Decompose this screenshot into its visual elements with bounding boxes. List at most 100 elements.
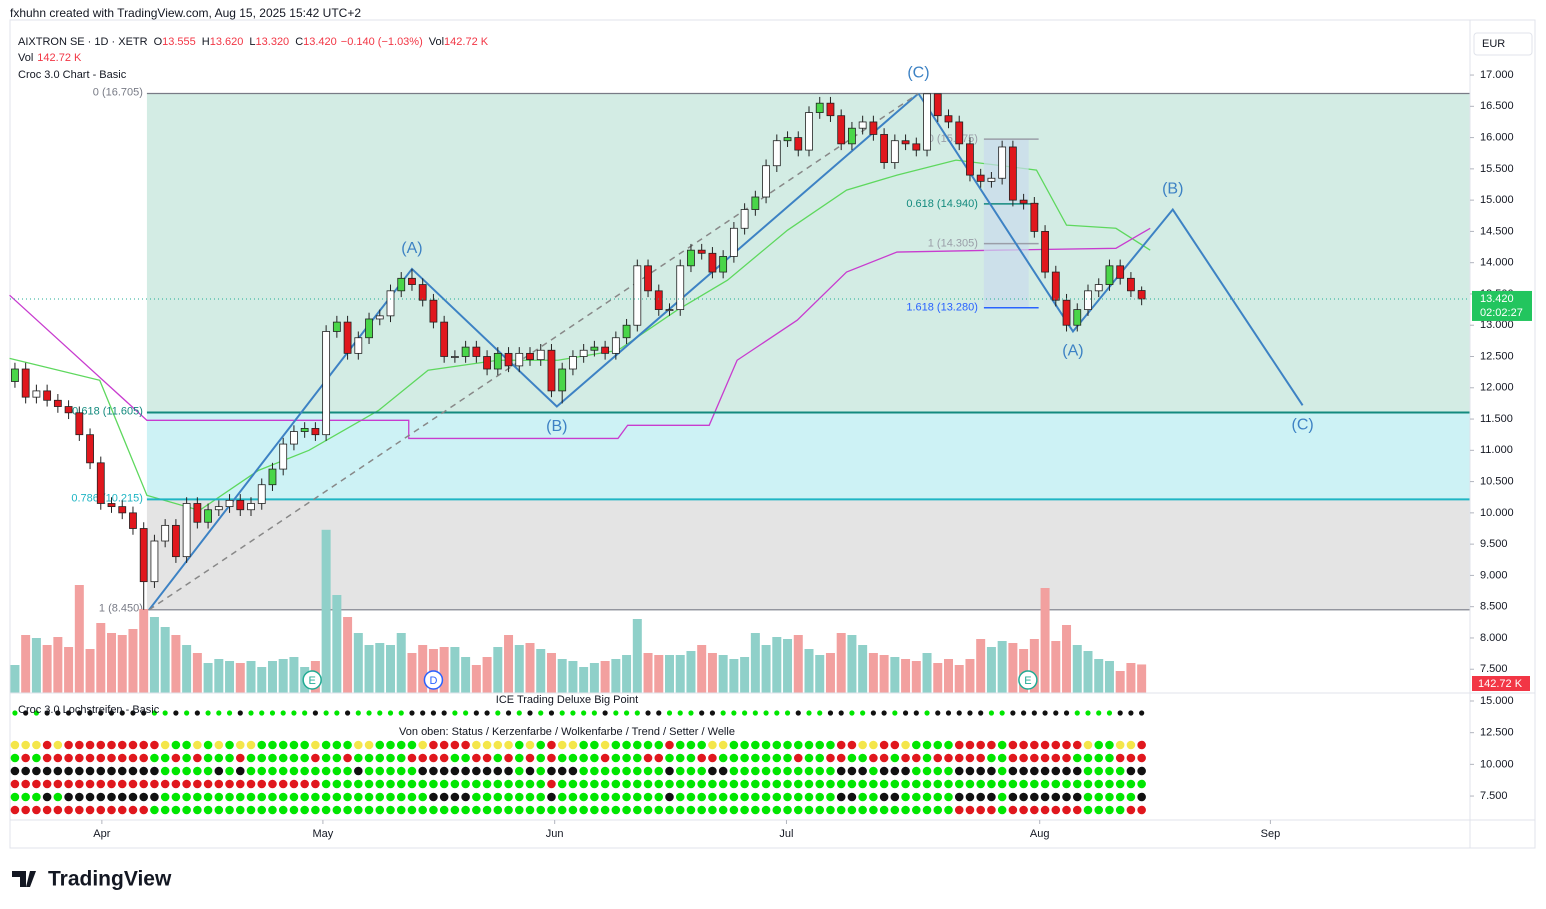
status-dot (665, 753, 674, 763)
status-dot (718, 792, 728, 802)
status-dot (901, 753, 910, 763)
status-dot (375, 740, 385, 750)
status-dot (461, 805, 470, 815)
status-dot (752, 710, 758, 716)
candle-body (418, 284, 427, 301)
status-dot (815, 779, 825, 789)
y-tick-label: 7.500 (1480, 663, 1508, 675)
status-dot (849, 710, 855, 716)
status-dot (740, 779, 749, 789)
indicator-line (9, 227, 1151, 440)
candle-body (214, 506, 223, 511)
status-dot (922, 766, 932, 776)
status-dot (718, 753, 728, 763)
wave-label: (B) (1162, 181, 1183, 198)
status-dot (386, 792, 395, 802)
status-dot (1126, 805, 1136, 815)
volume-bar (546, 653, 556, 693)
status-dot (699, 710, 705, 716)
status-dot (622, 740, 631, 750)
vol-value: 142.72 K (37, 52, 82, 64)
status-dot (557, 779, 567, 789)
status-dot (622, 753, 631, 763)
candle-body (1073, 309, 1082, 326)
status-dot (708, 766, 717, 776)
fib-zone (146, 499, 1470, 610)
status-dot (890, 766, 900, 776)
status-dot (504, 753, 513, 763)
status-dot (246, 753, 256, 763)
candle-body (633, 265, 642, 326)
status-dot (987, 792, 996, 802)
status-dot (1128, 710, 1134, 716)
status-dot (450, 766, 460, 776)
status-dot (461, 766, 470, 776)
candle-body (322, 331, 331, 436)
status-dot (280, 710, 286, 716)
status-dot (182, 805, 191, 815)
status-dot (675, 792, 685, 802)
status-dot (860, 710, 866, 716)
status-dot (697, 740, 706, 750)
status-dot (772, 766, 782, 776)
status-dot (742, 710, 748, 716)
status-dot (1105, 753, 1114, 763)
status-dot (386, 779, 395, 789)
status-dot (1062, 805, 1071, 815)
status-dot (32, 740, 41, 750)
candle-body (440, 321, 449, 357)
status-dot (718, 740, 728, 750)
status-dot (96, 740, 106, 750)
status-dot (1115, 766, 1125, 776)
status-dot (751, 792, 760, 802)
status-dot (643, 753, 653, 763)
status-dot (783, 792, 792, 802)
status-dot (128, 805, 138, 815)
status-dot (75, 766, 84, 776)
status-dot (751, 766, 760, 776)
status-dot (633, 740, 642, 750)
status-dot (933, 753, 943, 763)
status-dot (396, 753, 406, 763)
status-dot (439, 753, 449, 763)
volume-bar (933, 663, 943, 693)
status-dot (525, 740, 535, 750)
status-dot (107, 779, 116, 789)
status-dot (611, 740, 621, 750)
status-dot (117, 740, 127, 750)
status-dot (53, 792, 63, 802)
candle-body (526, 352, 534, 361)
status-dot (75, 740, 84, 750)
status-dot (965, 766, 975, 776)
status-dot (1115, 753, 1125, 763)
status-dot (697, 792, 706, 802)
status-dot (278, 753, 288, 763)
status-dot (1063, 710, 1070, 716)
volume-bar (525, 643, 535, 693)
candle-body (1127, 277, 1135, 292)
candle-body (129, 512, 137, 529)
status-dot (1115, 779, 1125, 789)
y-tick-label: 15.000 (1480, 695, 1514, 707)
status-dot (1126, 740, 1136, 750)
status-dot (235, 779, 245, 789)
status-dot (654, 753, 664, 763)
wave-label: (B) (546, 418, 567, 435)
candle-body (708, 252, 717, 273)
status-dot (643, 740, 653, 750)
y-tick-label: 13.000 (1480, 319, 1514, 331)
volume-bar (1115, 671, 1125, 693)
countdown: 02:02:27 (1480, 307, 1523, 319)
status-dot (289, 766, 299, 776)
status-dot (643, 792, 653, 802)
status-dot (193, 766, 202, 776)
status-dot (311, 740, 320, 750)
volume-bar (686, 651, 696, 693)
volume-bar (1083, 651, 1093, 693)
vol-label: Vol (429, 36, 444, 48)
status-dot (901, 792, 910, 802)
status-dot (557, 792, 567, 802)
status-dot (772, 805, 782, 815)
candle-body (311, 428, 320, 436)
